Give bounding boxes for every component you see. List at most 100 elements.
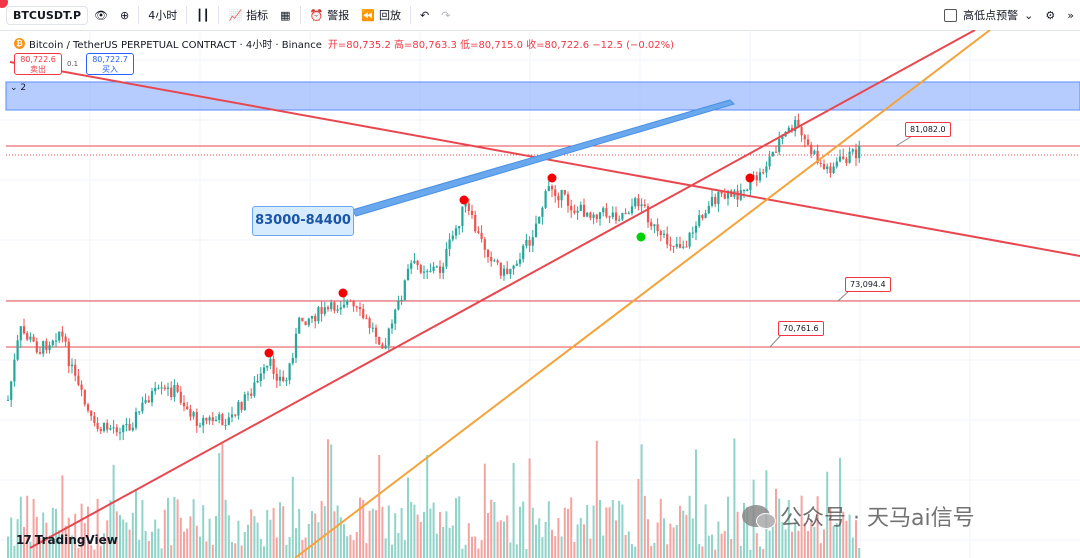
volume-bar [253, 516, 256, 558]
candle-type-icon[interactable]: ┃┃ [196, 8, 210, 22]
candle-body [416, 260, 419, 266]
volume-bar [535, 524, 537, 558]
volume-bar [90, 545, 93, 558]
candle-body [438, 266, 442, 273]
candle-body [125, 423, 128, 426]
volume-bar [611, 500, 614, 558]
volume-bar [669, 523, 672, 558]
volume-bar [167, 497, 169, 558]
candle-body [598, 212, 602, 219]
volume-bar [311, 511, 313, 558]
candle-body [464, 203, 467, 207]
candle-body [678, 244, 682, 248]
candle-body [390, 323, 394, 329]
volume-bar [256, 522, 259, 558]
price-tag-low: 70,761.6 [778, 321, 824, 336]
settings-icon[interactable]: ⚙ [1045, 8, 1056, 22]
volume-bar [99, 545, 102, 558]
volume-bar [339, 517, 342, 558]
volume-bar [163, 509, 166, 558]
candle-body [35, 341, 38, 353]
legend-title[interactable]: Bitcoin / TetherUS PERPETUAL CONTRACT · … [29, 40, 322, 51]
eye-icon[interactable]: 👁 [94, 8, 108, 22]
volume-bar [519, 506, 521, 558]
volume-bar [743, 502, 745, 558]
candle-body [669, 244, 672, 246]
candle-body [538, 216, 541, 224]
volume-bar [688, 495, 691, 558]
replay-button[interactable]: ⏪ 回放 [355, 0, 407, 30]
volume-bar [16, 519, 19, 558]
volume-bar [215, 515, 217, 558]
candle-body [189, 409, 192, 417]
candle-body [493, 260, 496, 262]
candle-body [173, 384, 176, 398]
candle-body [650, 222, 653, 227]
volume-bar [640, 444, 643, 558]
signal-marker [547, 173, 557, 183]
volume-bar [234, 543, 237, 558]
interval-button[interactable]: 4小时 [148, 9, 178, 22]
candle-body [637, 198, 640, 207]
volume-bar [807, 530, 809, 558]
volume-bar [205, 541, 208, 558]
more-icon[interactable]: » [1067, 8, 1074, 22]
volume-bar [435, 533, 438, 558]
candle-body [803, 135, 806, 140]
candle-body [483, 239, 486, 250]
add-symbol-icon[interactable]: ⊕ [120, 8, 130, 22]
chevron-down-icon[interactable]: ⌄ [1024, 8, 1034, 22]
candle-body [688, 232, 691, 247]
candle-body [406, 268, 410, 281]
candle-body [128, 423, 131, 431]
candle-body [528, 239, 531, 246]
candle-body [272, 358, 275, 374]
candle-body [608, 216, 611, 218]
candle-body [502, 268, 506, 276]
alert-button[interactable]: ⏰ 警报 [304, 0, 356, 30]
spread-value: 0.1 [67, 60, 79, 68]
ascending-channel-red [29, 30, 976, 549]
blue-price-zone [5, 81, 1080, 111]
alert-label: 警报 [327, 9, 350, 22]
volume-bar [650, 545, 653, 558]
volume-bar [653, 542, 656, 558]
candle-body [77, 375, 80, 385]
candle-body [566, 194, 570, 206]
redo-icon[interactable]: ↷ [441, 8, 451, 22]
candle-body [554, 189, 557, 196]
undo-icon[interactable]: ↶ [419, 8, 430, 22]
volume-bar [128, 529, 131, 558]
collapsed-group-label[interactable]: ⌄ 2 [10, 83, 26, 93]
candle-body [250, 393, 253, 396]
sell-button[interactable]: 80,722.6 卖出 [14, 53, 62, 75]
candle-body [394, 309, 397, 324]
volume-bar [10, 517, 13, 558]
volume-bar [32, 499, 35, 558]
signal-marker [636, 232, 646, 242]
volume-bar [336, 505, 339, 558]
candle-body [285, 380, 288, 382]
candle-body [806, 139, 810, 145]
tag-leader-top [895, 135, 913, 147]
indicators-button[interactable]: 📈 指标 [222, 0, 274, 30]
volume-bar [471, 536, 473, 558]
symbol-button[interactable]: BTCUSDT.P [6, 5, 89, 25]
volume-bar [736, 511, 739, 558]
volume-bar [835, 523, 838, 558]
tradingview-logo[interactable]: 17 TradingView [16, 533, 118, 547]
signal-marker [459, 195, 469, 205]
volume-bar [115, 511, 118, 558]
candle-body [346, 300, 349, 305]
volume-bar [186, 528, 189, 558]
candle-body [26, 333, 29, 340]
price-chart[interactable] [0, 30, 1080, 558]
candle-body [643, 204, 646, 207]
candle-body [781, 136, 784, 140]
layout-icon[interactable]: ▦ [280, 8, 291, 22]
candle-body [118, 432, 122, 434]
high-low-alert-checkbox[interactable] [944, 8, 958, 22]
volume-bar [544, 521, 547, 558]
buy-button[interactable]: 80,722.7 买入 [86, 53, 134, 75]
candle-body [819, 162, 822, 164]
